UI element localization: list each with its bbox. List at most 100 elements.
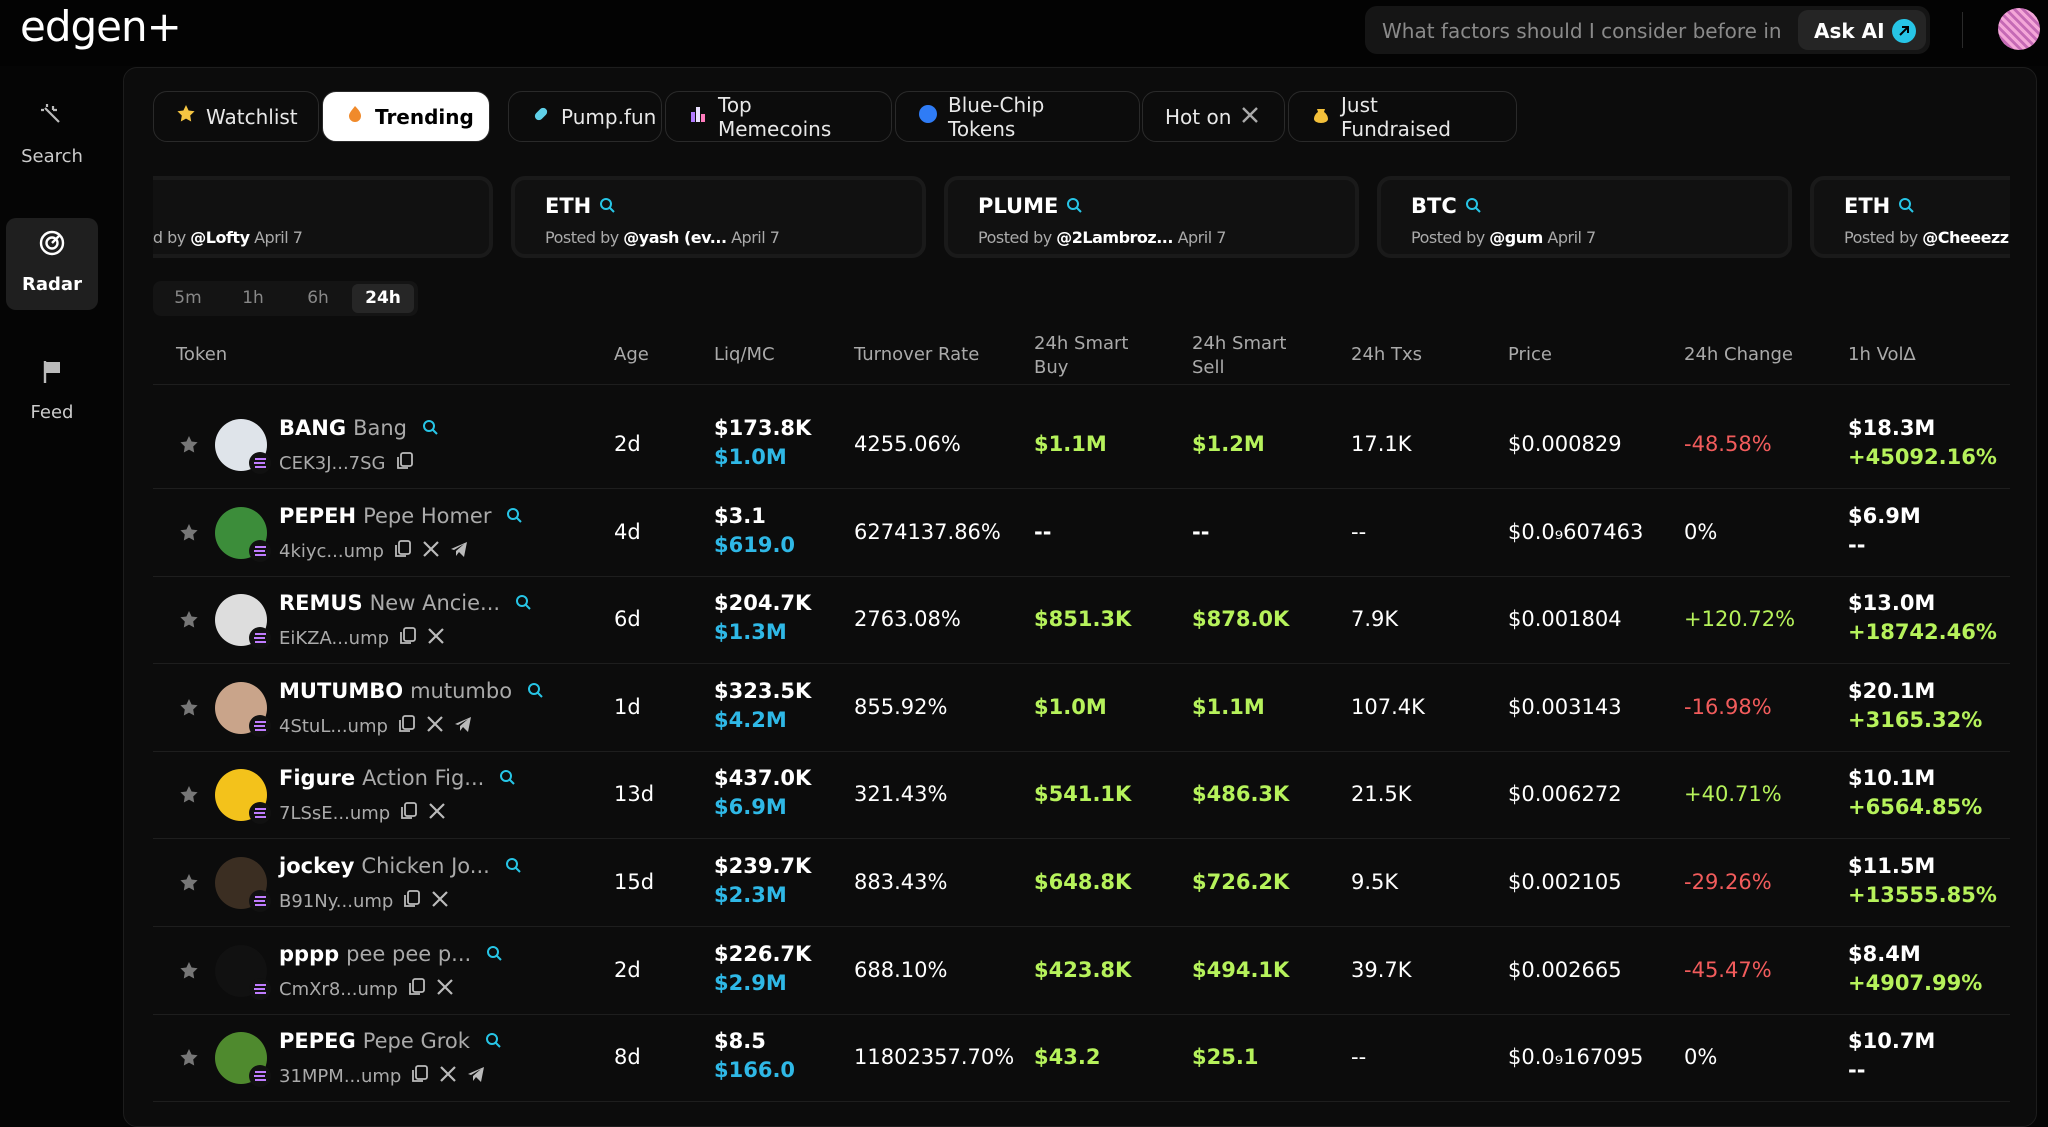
sidebar-icon bbox=[39, 358, 65, 388]
tab[interactable]: Watchlist bbox=[153, 91, 319, 142]
timeframe[interactable]: 6h bbox=[307, 288, 329, 308]
copy-icon bbox=[408, 977, 426, 1001]
vol-change: +45092.16% bbox=[1848, 445, 1997, 469]
tab[interactable]: Hot on bbox=[1142, 91, 1285, 142]
tab[interactable]: Top Memecoins bbox=[665, 91, 892, 142]
token-address-line: 7LSsE...ump bbox=[279, 802, 446, 825]
token-name: Pepe Grok bbox=[362, 1029, 470, 1054]
table-row[interactable]: REMUS New Ancie... EiKZA...ump 6d $204.7K $1.… bbox=[153, 577, 2010, 665]
post-card[interactable]: ETH Posted by @yash (ev... April 7 bbox=[511, 176, 926, 258]
post-card[interactable]: BTC Posted by @gum April 7 bbox=[1377, 176, 1792, 258]
price: $0.003143 bbox=[1508, 694, 1622, 719]
timeframe[interactable]: 5m bbox=[174, 288, 202, 308]
token-name: Bang bbox=[353, 416, 407, 440]
post-user: @gum bbox=[1489, 228, 1543, 247]
token-name-line: REMUS New Ancie... bbox=[279, 591, 531, 615]
table-row[interactable]: BANG Bang CEK3J...7SG 2d $173.8K $1.0M 4255.06… bbox=[153, 402, 2010, 489]
txs: 21.5K bbox=[1351, 782, 1412, 807]
timeframe[interactable]: 1h bbox=[242, 288, 264, 308]
price: $0.006272 bbox=[1508, 782, 1622, 807]
tab-label: Pump.fun bbox=[561, 104, 657, 129]
avatar[interactable] bbox=[1998, 8, 2040, 50]
vol: $10.1M bbox=[1848, 766, 1936, 791]
logo[interactable]: edgen+ bbox=[20, 2, 182, 51]
post-meta: Posted by @2Lambroz... April 7 bbox=[978, 228, 1226, 247]
tab[interactable]: Blue-Chip Tokens bbox=[895, 91, 1140, 142]
table-row[interactable]: PEPEH Pepe Homer 4kiyc...ump 4d $3.1 $619.0 62… bbox=[153, 490, 2010, 577]
smart-sell: $1.1M bbox=[1192, 694, 1265, 719]
turnover: 688.10% bbox=[854, 957, 948, 982]
token-name: Pepe Homer bbox=[363, 503, 492, 528]
liq: $226.7K bbox=[714, 941, 812, 966]
post-card[interactable]: Posted by @Lofty April 7 bbox=[153, 176, 493, 258]
column-header: 1h Vol∆ bbox=[1848, 344, 1916, 365]
tab[interactable]: Just Fundraised bbox=[1288, 91, 1517, 142]
sidebar-item[interactable]: Search bbox=[6, 90, 98, 182]
token-name-line: jockey Chicken Jo... bbox=[279, 854, 521, 878]
divider bbox=[1962, 12, 1963, 48]
table-row[interactable]: Figure Action Fig... 7LSsE...ump 13d $437.0K… bbox=[153, 752, 2010, 840]
chain-badge-glyph bbox=[249, 627, 271, 650]
posted-by: Posted by bbox=[153, 228, 186, 247]
column-header: 24h Smart Buy bbox=[1034, 333, 1129, 378]
token-name: Chicken Jo... bbox=[361, 854, 490, 878]
x-icon bbox=[427, 627, 445, 650]
token-name: mutumbo bbox=[410, 678, 513, 703]
tab[interactable]: Trending bbox=[322, 91, 490, 142]
post-date: April 7 bbox=[1177, 228, 1227, 247]
tab-icon bbox=[688, 104, 708, 129]
token-symbol: PEPEH bbox=[279, 503, 357, 528]
tab[interactable]: Pump.fun bbox=[508, 91, 662, 142]
ask-ai-button[interactable]: Ask AI bbox=[1798, 10, 1926, 50]
turnover: 4255.06% bbox=[854, 432, 961, 456]
top-bar: edgen+ What factors should I consider be… bbox=[0, 0, 2048, 66]
search-icon bbox=[1066, 194, 1083, 218]
search-icon bbox=[1465, 194, 1481, 218]
tab-label: Top Memecoins bbox=[718, 92, 832, 141]
vol: $6.9M bbox=[1848, 503, 1921, 528]
token-address: B91Ny...ump bbox=[279, 891, 394, 912]
star-icon bbox=[179, 698, 199, 722]
txs: -- bbox=[1351, 519, 1367, 544]
token-symbol: PEPEG bbox=[279, 1029, 356, 1054]
timeframe[interactable]: 24h bbox=[352, 284, 414, 313]
table-row[interactable]: pppp pee pee p... CmXr8...ump 2d $226.7K $2.9… bbox=[153, 928, 2010, 1015]
x-icon-glyph bbox=[432, 891, 449, 907]
turnover: 883.43% bbox=[854, 870, 948, 894]
sidebar-item[interactable]: Feed bbox=[6, 346, 98, 438]
search-icon bbox=[422, 416, 438, 440]
search-icon bbox=[485, 1029, 501, 1053]
search-icon bbox=[506, 504, 523, 528]
age: 1d bbox=[614, 694, 641, 719]
post-user: @Lofty bbox=[190, 228, 250, 247]
search-box[interactable]: What factors should I consider before in… bbox=[1365, 6, 1930, 54]
tab-icon-glyph bbox=[534, 107, 548, 121]
table-row[interactable]: jockey Chicken Jo... B91Ny...ump 15d $239.7K… bbox=[153, 840, 2010, 927]
search-icon bbox=[1898, 194, 1914, 218]
table-row[interactable]: PEPEG Pepe Grok 31MPM...ump 8d $8.5 $166.0 118… bbox=[153, 1015, 2010, 1103]
x-icon-glyph bbox=[423, 540, 439, 557]
token-symbol: Figure bbox=[279, 766, 356, 791]
tab-label: Blue-Chip Tokens bbox=[948, 92, 1045, 141]
post-date: April 7 bbox=[731, 228, 780, 247]
copy-icon bbox=[403, 890, 421, 913]
post-card[interactable]: PLUME Posted by @2Lambroz... April 7 bbox=[944, 176, 1359, 258]
token-symbol: pppp bbox=[279, 941, 340, 966]
copy-icon-glyph bbox=[400, 627, 416, 645]
txs: -- bbox=[1351, 1045, 1367, 1070]
change: -29.26% bbox=[1684, 870, 1772, 894]
vol: $10.7M bbox=[1848, 1029, 1936, 1054]
token-name-line: MUTUMBO mutumbo bbox=[279, 679, 543, 703]
smart-buy: $1.1M bbox=[1034, 432, 1107, 456]
age: 6d bbox=[614, 607, 641, 632]
change: +120.72% bbox=[1684, 607, 1796, 632]
post-card[interactable]: ETH Posted by @Cheeezz April 7 bbox=[1810, 176, 2010, 258]
x-icon-glyph bbox=[1242, 106, 1259, 123]
token-address-line: 4kiyc...ump bbox=[279, 539, 468, 563]
vol: $13.0M bbox=[1848, 591, 1936, 616]
post-symbol: BTC bbox=[1411, 194, 1457, 218]
table-row[interactable]: MUTUMBO mutumbo 4StuL...ump 1d $323.5K $4.2M 8… bbox=[153, 665, 2010, 752]
smart-sell: $726.2K bbox=[1192, 870, 1290, 894]
sidebar-item[interactable]: Radar bbox=[6, 218, 98, 310]
